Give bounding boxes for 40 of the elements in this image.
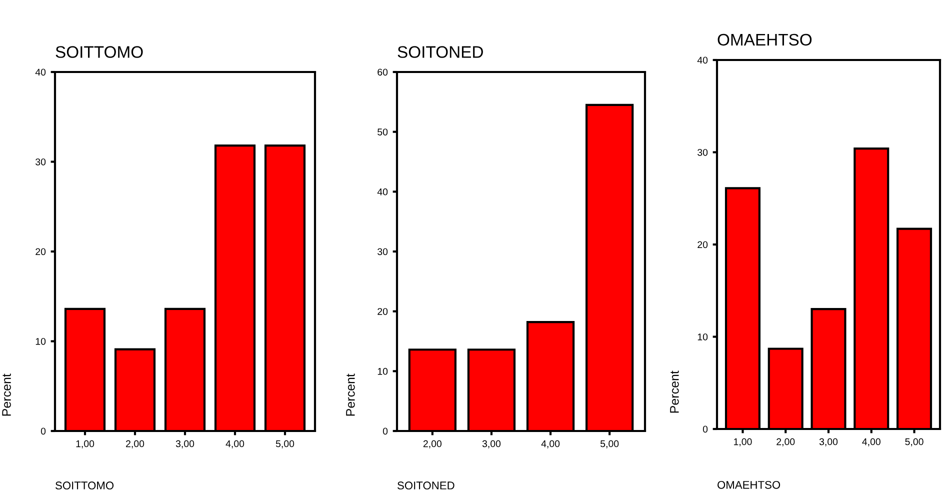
x-tick-label: 3,00 [176, 440, 194, 448]
y-tick-label: 30 [36, 158, 46, 166]
y-tick-label: 10 [36, 338, 46, 345]
x-tick-label: 5,00 [276, 440, 294, 448]
chart-title: SOITTOMO [56, 46, 143, 58]
x-tick-label: 2,00 [423, 440, 442, 448]
x-tick-label: 2,00 [776, 438, 795, 446]
y-tick-label: 40 [377, 188, 388, 196]
x-axis-title: SOITONED [398, 482, 454, 490]
y-tick-label: 0 [40, 428, 46, 435]
x-tick-label: 3,00 [482, 440, 501, 448]
y-tick-label: 30 [698, 148, 708, 156]
x-axis-title: SOITTOMO [56, 482, 114, 490]
y-tick-label: 0 [702, 426, 708, 433]
y-tick-label: 10 [698, 333, 708, 340]
y-tick-label: 20 [378, 308, 388, 315]
chart-title: SOITONED [398, 46, 483, 58]
y-tick-label: 50 [378, 128, 388, 136]
x-tick-label: 4,00 [541, 440, 560, 448]
x-tick-label: 4,00 [226, 440, 244, 448]
y-axis-title: Percent [2, 374, 11, 416]
y-tick-label: 20 [36, 248, 46, 256]
x-tick-label: 5,00 [905, 438, 924, 446]
y-tick-label: 40 [697, 56, 708, 64]
y-axis-title: Percent [670, 370, 679, 413]
x-tick-label: 1,00 [76, 440, 94, 448]
y-tick-label: 40 [35, 68, 46, 76]
x-axis-title: OMAEHTSO [718, 480, 780, 489]
y-tick-label: 10 [378, 368, 388, 375]
y-tick-label: 30 [378, 248, 388, 256]
x-tick-label: 5,00 [600, 440, 619, 448]
x-tick-label: 3,00 [819, 438, 838, 446]
y-tick-label: 60 [378, 68, 388, 76]
x-tick-label: 2,00 [126, 440, 144, 448]
y-axis-title: Percent [346, 374, 355, 416]
x-tick-label: 4,00 [862, 438, 880, 446]
y-tick-label: 0 [382, 428, 388, 435]
x-tick-label: 1,00 [734, 438, 752, 446]
chart-title: OMAEHTSO [718, 34, 812, 46]
y-tick-label: 20 [698, 241, 708, 248]
